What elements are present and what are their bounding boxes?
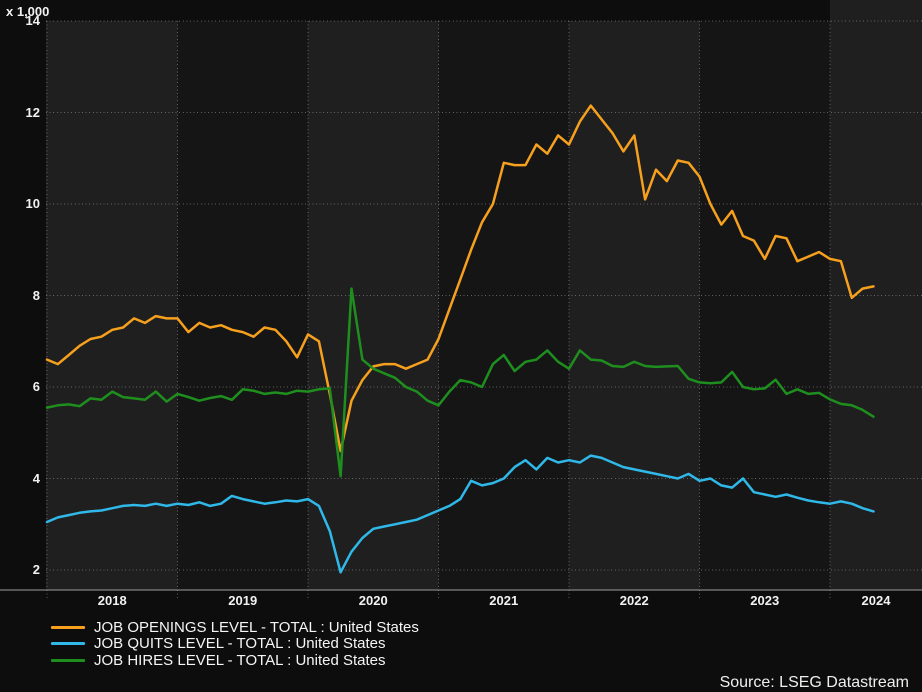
legend-item-openings: JOB OPENINGS LEVEL - TOTAL : United Stat… [51,618,419,636]
x-tick-label-2023: 2023 [750,593,780,608]
series-line-hires [45,287,875,478]
year-band-2019 [177,21,308,590]
year-band-2023 [699,21,830,590]
x-tick-label-2024: 2024 [861,593,891,608]
series-line-quits [45,454,875,574]
legend-item-hires: JOB HIRES LEVEL - TOTAL : United States [51,651,419,669]
x-tick-label-2022: 2022 [619,593,649,608]
legend: JOB OPENINGS LEVEL - TOTAL : United Stat… [51,619,419,669]
legend-swatch-hires [51,658,85,662]
legend-item-quits: JOB QUITS LEVEL - TOTAL : United States [51,635,419,652]
y-tick-label-4: 4 [32,470,40,486]
y-tick-label-6: 6 [32,379,40,394]
year-band-2022 [569,21,700,590]
legend-swatch-openings [51,625,85,629]
x-tick-label-2021: 2021 [489,593,519,608]
year-band-2018 [46,21,178,590]
y-tick-label-10: 10 [25,196,40,211]
y-tick-label-8: 8 [32,287,40,303]
year-band-2021 [438,21,569,590]
y-tick-label-12: 12 [25,104,40,120]
series-line-openings [45,104,875,453]
legend-swatch-quits [51,642,85,645]
x-tick-label-2018: 2018 [97,593,127,608]
chart-plot [0,0,922,600]
y-tick-label-2: 2 [32,562,40,577]
y-axis-unit-label: x 1,000 [6,4,50,19]
legend-label-hires: JOB HIRES LEVEL - TOTAL : United States [94,651,386,669]
x-tick-label-2020: 2020 [358,593,388,608]
legend-label-quits: JOB QUITS LEVEL - TOTAL : United States [94,635,386,652]
year-band-2020 [308,21,439,590]
x-tick-label-2019: 2019 [228,593,258,608]
source-note: Source: LSEG Datastream [719,674,909,691]
y-tick-label-14: 14 [25,13,40,28]
legend-label-openings: JOB OPENINGS LEVEL - TOTAL : United Stat… [94,618,419,636]
